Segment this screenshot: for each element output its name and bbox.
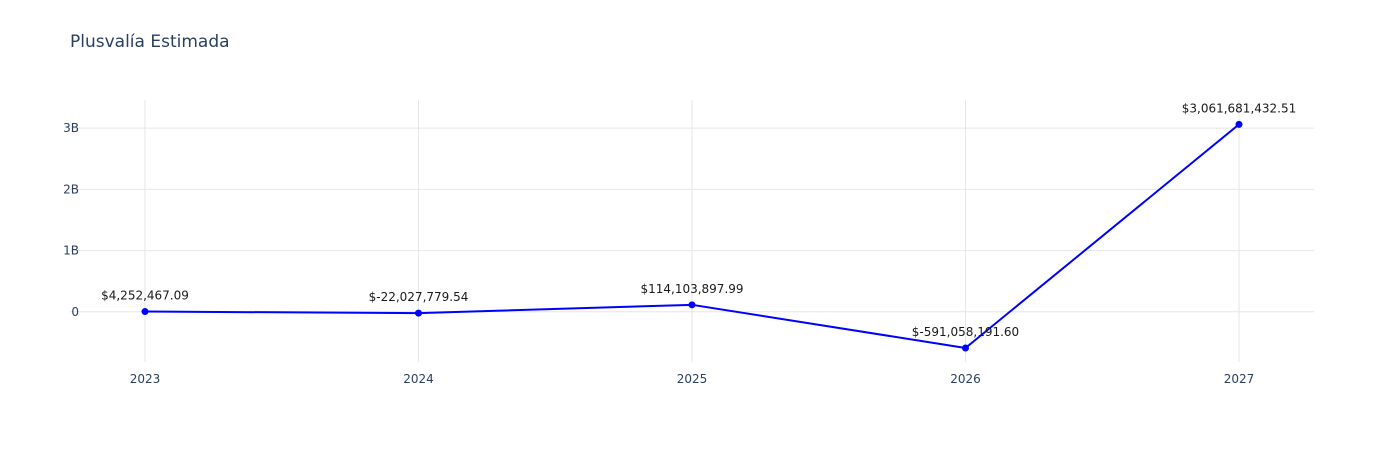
x-tick-label: 2025	[677, 372, 708, 386]
data-label: $-591,058,191.60	[912, 325, 1019, 339]
y-tick-label: 0	[71, 305, 79, 319]
y-tick-label: 3B	[63, 121, 79, 135]
grid-layer	[70, 100, 1314, 362]
series-layer	[141, 120, 1243, 352]
data-point	[1235, 120, 1243, 128]
label-layer: $4,252,467.09 $-22,027,779.54 $114,103,897…	[101, 101, 1296, 339]
axis-layer: 2023 2024 2025 2026 2027 0 1B 2B 3B	[63, 121, 1254, 386]
x-tick-label: 2027	[1224, 372, 1255, 386]
data-label: $-22,027,779.54	[369, 290, 469, 304]
data-label: $3,061,681,432.51	[1182, 101, 1297, 115]
x-tick-label: 2026	[950, 372, 981, 386]
data-label: $4,252,467.09	[101, 289, 189, 303]
data-label: $114,103,897.99	[640, 282, 743, 296]
data-point	[415, 309, 422, 317]
data-point	[688, 301, 696, 309]
x-tick-label: 2023	[130, 372, 161, 386]
chart-title: Plusvalía Estimada	[70, 32, 230, 52]
y-tick-label: 1B	[63, 244, 79, 258]
data-point	[962, 344, 969, 352]
data-point	[141, 308, 149, 316]
x-tick-label: 2024	[403, 372, 434, 386]
y-tick-label: 2B	[63, 182, 79, 196]
